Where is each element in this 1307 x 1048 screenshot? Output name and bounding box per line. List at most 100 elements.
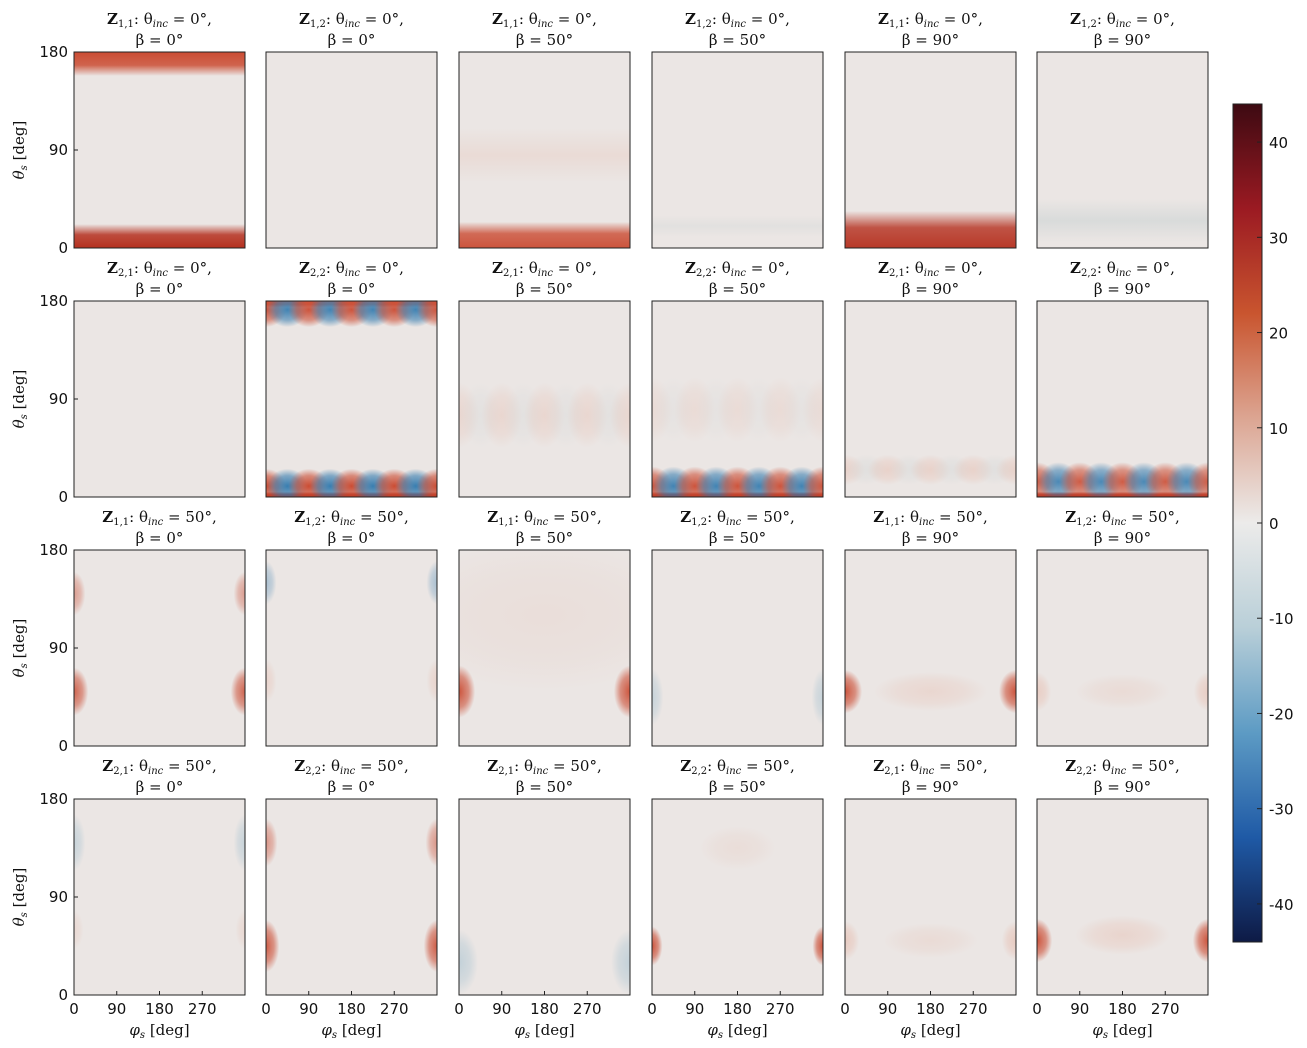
bottom-lobe bbox=[802, 466, 823, 497]
edge-lobe bbox=[423, 919, 437, 973]
x-tick-label: 0 bbox=[261, 1000, 271, 1018]
heatmap-panel: Z1,1: θinc = 0°,β = 50° bbox=[458, 10, 631, 249]
x-tick-label: 0 bbox=[840, 1000, 850, 1018]
edge-lobe bbox=[233, 571, 245, 616]
panel-frame bbox=[844, 549, 1017, 747]
panel-plot-area bbox=[1036, 300, 1209, 498]
edge-lobe bbox=[266, 658, 277, 703]
panel-title: Z1,2: θinc = 0°, bbox=[1070, 10, 1175, 30]
colorbar-tick-label: 30 bbox=[1269, 229, 1288, 247]
heatmap-panel: Z2,2: θinc = 50°,β = 0° 0 90 180 270 φs [deg] bbox=[261, 757, 438, 1041]
heatmap-panel: Z1,1: θinc = 0°,β = 90° bbox=[844, 10, 1017, 249]
y-axis-label: θs [deg] bbox=[10, 370, 30, 429]
x-tick-label: 90 bbox=[107, 1000, 126, 1018]
heatmap-panel: Z1,2: θinc = 0°,β = 90° bbox=[1036, 10, 1209, 249]
panel-background bbox=[652, 550, 823, 746]
x-tick-label: 270 bbox=[380, 1000, 409, 1018]
panel-subtitle: β = 50° bbox=[516, 529, 573, 547]
panel-title: Z1,2: θinc = 0°, bbox=[299, 10, 404, 30]
panel-title: Z2,2: θinc = 0°, bbox=[299, 259, 404, 279]
edge-lobe bbox=[1193, 671, 1208, 712]
panel-frame bbox=[265, 549, 438, 747]
panel-plot-area: 0 90 180 270 φs [deg] bbox=[261, 798, 438, 1041]
x-axis-label: φs [deg] bbox=[514, 1021, 574, 1041]
edge-lobe bbox=[652, 668, 664, 726]
edge-lobe bbox=[611, 929, 630, 995]
x-tick-label: 90 bbox=[299, 1000, 318, 1018]
panel-subtitle: β = 90° bbox=[1094, 31, 1151, 49]
panel-subtitle: β = 50° bbox=[709, 31, 766, 49]
edge-lobe bbox=[1037, 918, 1053, 963]
y-tick-label: 180 bbox=[39, 43, 68, 61]
y-tick-label: 90 bbox=[49, 888, 68, 906]
panel-frame bbox=[651, 51, 824, 249]
x-tick-label: 270 bbox=[959, 1000, 988, 1018]
panel-title: Z2,1: θinc = 50°, bbox=[873, 757, 987, 777]
heatmap-field bbox=[1037, 199, 1208, 243]
panel-background bbox=[845, 799, 1016, 995]
heatmap-field bbox=[845, 454, 1016, 486]
panel-frame bbox=[458, 300, 631, 498]
panel-subtitle: β = 90° bbox=[1094, 778, 1151, 796]
panel-plot-area bbox=[1036, 51, 1209, 249]
x-axis-label: φs [deg] bbox=[1092, 1021, 1152, 1041]
edge-lobe bbox=[1037, 671, 1052, 712]
x-tick-label: 270 bbox=[1151, 1000, 1180, 1018]
panel-plot-area bbox=[458, 549, 631, 747]
x-tick-label: 90 bbox=[492, 1000, 511, 1018]
edge-lobe bbox=[74, 667, 89, 716]
panel-subtitle: β = 50° bbox=[516, 778, 573, 796]
y-tick-label: 180 bbox=[39, 292, 68, 310]
x-tick-label: 180 bbox=[145, 1000, 174, 1018]
panel-title: Z2,2: θinc = 50°, bbox=[294, 757, 408, 777]
heatmap-field bbox=[652, 215, 823, 238]
panel-title: Z2,2: θinc = 50°, bbox=[1065, 757, 1179, 777]
center-lobe bbox=[873, 671, 988, 712]
panel-title: Z1,2: θinc = 50°, bbox=[294, 508, 408, 528]
heatmap-field bbox=[74, 814, 245, 950]
mid-band bbox=[652, 215, 823, 238]
panel-frame bbox=[458, 51, 631, 249]
panel-title: Z1,1: θinc = 0°, bbox=[492, 10, 597, 30]
panel-background bbox=[459, 799, 630, 995]
x-axis-label: φs [deg] bbox=[707, 1021, 767, 1041]
panel-subtitle: β = 0° bbox=[328, 529, 376, 547]
edge-lobe bbox=[426, 658, 437, 703]
panel-title: Z1,1: θinc = 0°, bbox=[107, 10, 212, 30]
heatmap-panel: Z1,2: θinc = 0°,β = 50° bbox=[651, 10, 824, 249]
edge-lobe bbox=[74, 910, 84, 950]
heatmap-field bbox=[459, 550, 630, 718]
heatmap-field bbox=[845, 669, 1016, 714]
heatmap-field bbox=[459, 382, 630, 448]
panel-title: Z1,1: θinc = 0°, bbox=[878, 10, 983, 30]
panel-title: Z1,1: θinc = 50°, bbox=[873, 508, 987, 528]
panel-frame bbox=[458, 549, 631, 747]
x-tick-label: 270 bbox=[188, 1000, 217, 1018]
panel-subtitle: β = 0° bbox=[136, 31, 184, 49]
y-tick-label: 180 bbox=[39, 790, 68, 808]
colorbar-tick-label: -20 bbox=[1269, 705, 1294, 723]
panel-subtitle: β = 50° bbox=[709, 529, 766, 547]
heatmap-panel: Z1,1: θinc = 0°,β = 0° 0 90 180 θs [deg] bbox=[10, 10, 246, 257]
y-tick-label: 0 bbox=[58, 986, 68, 1004]
x-axis-label: φs [deg] bbox=[900, 1021, 960, 1041]
heatmap-field bbox=[459, 929, 630, 995]
panel-title: Z2,1: θinc = 0°, bbox=[107, 259, 212, 279]
colorbar: 40 30 20 10 0 -10 -20 -30 -40 bbox=[1232, 103, 1294, 943]
heatmap-field bbox=[266, 560, 437, 703]
y-tick-label: 0 bbox=[58, 239, 68, 257]
panel-plot-area bbox=[265, 300, 438, 498]
panel-background bbox=[266, 550, 437, 746]
heatmap-field bbox=[1037, 915, 1208, 963]
edge-lobe bbox=[230, 667, 245, 716]
upper-lobe bbox=[699, 826, 776, 870]
panel-frame bbox=[1036, 549, 1209, 747]
x-axis-label: φs [deg] bbox=[321, 1021, 381, 1041]
heatmap-panel: Z2,2: θinc = 0°,β = 90° bbox=[1036, 259, 1209, 498]
heatmap-panel: Z2,1: θinc = 50°,β = 0° 0 90 180 θs [deg] 0 90… bbox=[10, 757, 246, 1041]
panel-subtitle: β = 90° bbox=[902, 31, 959, 49]
panel-plot-area bbox=[651, 300, 824, 498]
panel-background bbox=[845, 550, 1016, 746]
panel-plot-area bbox=[651, 51, 824, 249]
